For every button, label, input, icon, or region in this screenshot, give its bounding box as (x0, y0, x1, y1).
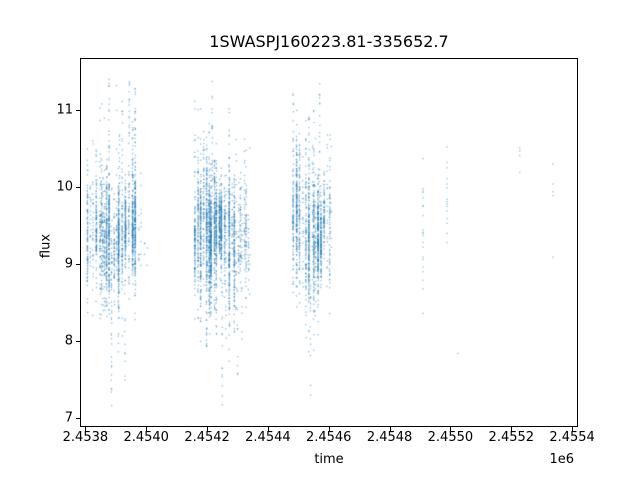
plot-title: 1SWASPJ160223.81-335652.7 (209, 32, 449, 51)
x-tick-mark (207, 427, 209, 431)
x-tick-mark (450, 427, 452, 431)
x-tick-label: 2.4538 (62, 430, 109, 445)
y-tick-label: 7 (64, 410, 73, 426)
y-tick-mark (76, 187, 80, 189)
y-tick-label: 8 (64, 333, 73, 349)
x-axis-offset-label: 1e6 (549, 452, 574, 467)
x-tick-label: 2.4548 (366, 430, 413, 445)
x-tick-mark (267, 427, 269, 431)
y-tick-label: 10 (56, 179, 73, 195)
x-tick-mark (572, 427, 574, 431)
x-tick-label: 2.4546 (305, 430, 352, 445)
y-tick-label: 11 (56, 102, 73, 118)
x-axis-label: time (314, 452, 344, 467)
x-tick-mark (389, 427, 391, 431)
y-tick-mark (76, 264, 80, 266)
y-tick-mark (76, 341, 80, 342)
x-tick-label: 2.4550 (427, 430, 474, 445)
x-tick-label: 2.4554 (549, 430, 595, 445)
x-tick-mark (85, 427, 87, 431)
y-tick-mark (76, 110, 80, 112)
x-tick-label: 2.4552 (488, 430, 535, 445)
y-axis-label: flux (38, 233, 54, 259)
x-tick-mark (511, 427, 513, 431)
x-tick-label: 2.4542 (184, 430, 230, 445)
x-tick-mark (146, 427, 148, 431)
y-tick-mark (76, 418, 80, 419)
plot-frame (80, 58, 578, 427)
x-tick-label: 2.4540 (123, 430, 169, 445)
y-tick-label: 9 (64, 256, 73, 272)
x-tick-label: 2.4544 (245, 430, 291, 445)
x-tick-mark (328, 427, 330, 431)
